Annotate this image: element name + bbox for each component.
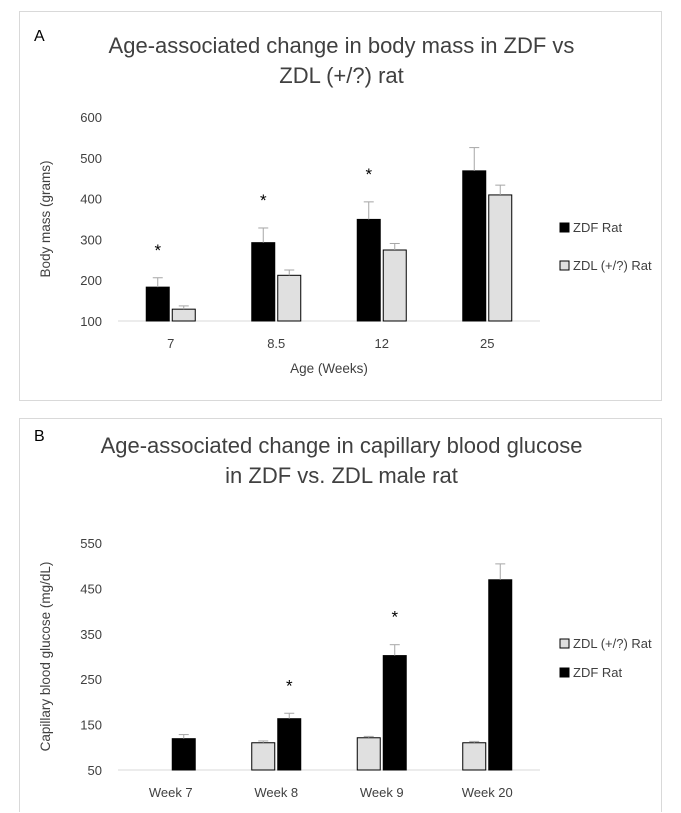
legend-swatch bbox=[559, 638, 570, 649]
y-tick-label: 100 bbox=[80, 314, 102, 329]
y-tick-label: 250 bbox=[80, 672, 102, 687]
significance-star: * bbox=[286, 676, 293, 695]
legend-swatch bbox=[559, 260, 570, 271]
panel-letter: B bbox=[34, 428, 45, 445]
legend-swatch bbox=[559, 222, 570, 233]
y-axis-title: Body mass (grams) bbox=[38, 160, 53, 277]
y-tick-label: 400 bbox=[80, 192, 102, 207]
y-tick-label: 450 bbox=[80, 581, 102, 596]
x-tick-label: Week 9 bbox=[360, 785, 404, 800]
legend-label: ZDF Rat bbox=[573, 220, 623, 235]
bar bbox=[462, 742, 487, 771]
bar bbox=[145, 286, 170, 322]
bar bbox=[356, 737, 381, 771]
bar bbox=[171, 308, 196, 322]
chart-title-line-1: Age-associated change in body mass in ZD… bbox=[108, 33, 575, 58]
legend-label: ZDL (+/?) Rat bbox=[573, 258, 652, 273]
panel-a: A Age-associated change in body mass in … bbox=[19, 11, 662, 401]
chart-title-line-1: Age-associated change in capillary blood… bbox=[100, 433, 583, 458]
x-tick-label: Week 7 bbox=[149, 785, 193, 800]
bar bbox=[277, 274, 302, 322]
significance-star: * bbox=[365, 165, 372, 184]
y-tick-label: 200 bbox=[80, 273, 102, 288]
x-axis-title: Age (Weeks) bbox=[290, 361, 368, 376]
bar bbox=[382, 249, 407, 322]
y-tick-label: 550 bbox=[80, 536, 102, 551]
legend-swatch bbox=[559, 667, 570, 678]
y-tick-label: 350 bbox=[80, 627, 102, 642]
x-tick-label: 8.5 bbox=[267, 336, 285, 351]
significance-star: * bbox=[391, 608, 398, 627]
panel-b: B Age-associated change in capillary blo… bbox=[19, 418, 662, 812]
legend-label: ZDF Rat bbox=[573, 665, 623, 680]
bar bbox=[488, 194, 513, 322]
y-tick-label: 500 bbox=[80, 151, 102, 166]
y-tick-label: 600 bbox=[80, 110, 102, 125]
chart-a-plot: 100 200 300 400 500 600 7 8.5 12 25 * * * Body mass (… bbox=[38, 110, 652, 376]
x-tick-label: 7 bbox=[167, 336, 174, 351]
bar bbox=[251, 242, 276, 322]
x-tick-label: 25 bbox=[480, 336, 494, 351]
y-tick-label: 300 bbox=[80, 232, 102, 247]
bar bbox=[356, 218, 381, 322]
bar bbox=[251, 742, 276, 771]
bar bbox=[462, 170, 487, 322]
bar bbox=[382, 655, 407, 771]
panel-letter: A bbox=[34, 28, 45, 45]
chart-title-line-2: ZDL (+/?) rat bbox=[279, 63, 404, 88]
significance-star: * bbox=[260, 191, 267, 210]
bar bbox=[488, 579, 513, 771]
x-tick-label: Week 8 bbox=[254, 785, 298, 800]
bar bbox=[277, 718, 302, 771]
y-tick-label: 150 bbox=[80, 718, 102, 733]
bar bbox=[171, 738, 196, 771]
chart-title-line-2: in ZDF vs. ZDL male rat bbox=[225, 463, 458, 488]
significance-star: * bbox=[154, 241, 161, 260]
y-tick-label: 50 bbox=[88, 763, 102, 778]
x-tick-label: 12 bbox=[375, 336, 389, 351]
x-tick-label: Week 20 bbox=[462, 785, 513, 800]
y-axis-title: Capillary blood glucose (mg/dL) bbox=[38, 562, 53, 752]
chart-b-plot: 50 150 250 350 450 550 Week 7 Week 8 Week 9 Week … bbox=[38, 536, 652, 800]
legend-label: ZDL (+/?) Rat bbox=[573, 636, 652, 651]
